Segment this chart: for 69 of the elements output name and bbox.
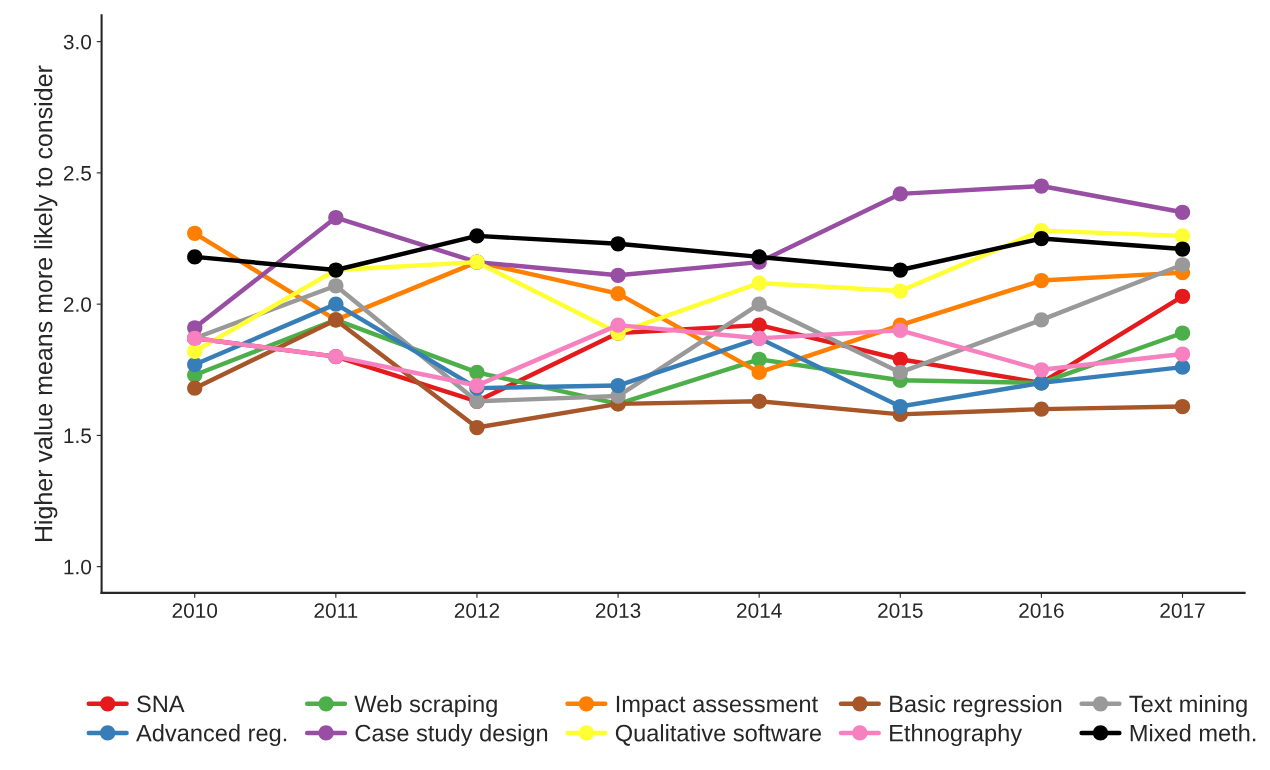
point — [751, 351, 767, 367]
legend-label: Mixed meth. — [1130, 724, 1256, 742]
point — [751, 364, 767, 381]
legend-label: Web scraping — [354, 695, 497, 718]
x-tick-label: 2010 — [172, 603, 218, 618]
point — [610, 236, 626, 252]
point — [1174, 204, 1191, 220]
x-tick-label: 2017 — [1160, 603, 1205, 618]
legend-label: Impact assessment — [616, 695, 818, 718]
legend-label: SNA — [137, 695, 185, 713]
point — [751, 296, 767, 312]
legend-label: Basic regression — [890, 695, 1062, 718]
point — [187, 380, 203, 396]
point — [187, 225, 203, 241]
point — [1174, 288, 1191, 304]
y-axis-title: Higher value means more likely to consider — [34, 65, 58, 542]
point — [892, 398, 908, 415]
y-tick-label: 1.0 — [64, 559, 92, 575]
y-tick-label: 2.5 — [63, 165, 92, 181]
point — [1174, 228, 1191, 244]
point — [751, 249, 767, 265]
point — [1174, 359, 1191, 375]
point — [1174, 398, 1191, 415]
point — [187, 343, 203, 360]
point — [751, 393, 767, 409]
point — [328, 296, 344, 312]
point — [1033, 230, 1050, 247]
point — [610, 286, 626, 302]
point — [751, 317, 767, 333]
y-tick-label: 3.0 — [63, 34, 92, 50]
point — [1033, 272, 1050, 289]
x-tick-label: 2014 — [737, 603, 782, 618]
x-tick-label: 2015 — [878, 603, 923, 618]
point — [892, 322, 908, 339]
point — [892, 262, 908, 278]
point — [469, 364, 485, 381]
point — [469, 419, 485, 436]
point — [1174, 346, 1191, 362]
legend-label: Qualitative software — [615, 724, 822, 746]
point — [187, 356, 203, 373]
y-tick-label: 1.5 — [64, 428, 92, 444]
point — [892, 283, 908, 299]
point — [469, 228, 485, 244]
point — [1033, 362, 1050, 378]
point — [610, 317, 626, 333]
x-tick-label: 2016 — [1019, 603, 1064, 618]
legend-label: Case study design — [355, 724, 548, 747]
point — [892, 186, 908, 202]
y-tick-label: 2.0 — [63, 297, 92, 312]
legend-label: Ethnography — [890, 724, 1023, 747]
point — [610, 267, 626, 283]
x-tick-label: 2013 — [595, 603, 641, 618]
point — [328, 209, 344, 226]
legend-label: Advanced reg. — [136, 724, 287, 747]
point — [610, 377, 626, 394]
point — [1174, 257, 1191, 273]
legend-label: Text mining — [1129, 695, 1247, 718]
point — [1174, 325, 1191, 341]
point — [892, 351, 908, 367]
point — [187, 249, 203, 265]
point — [892, 364, 908, 381]
point — [751, 275, 767, 291]
x-tick-label: 2012 — [454, 603, 500, 618]
point — [328, 278, 344, 294]
x-tick-label: 2011 — [314, 603, 358, 618]
point — [1174, 241, 1191, 257]
point — [1033, 401, 1050, 417]
point — [1033, 312, 1050, 328]
point — [1033, 178, 1050, 194]
